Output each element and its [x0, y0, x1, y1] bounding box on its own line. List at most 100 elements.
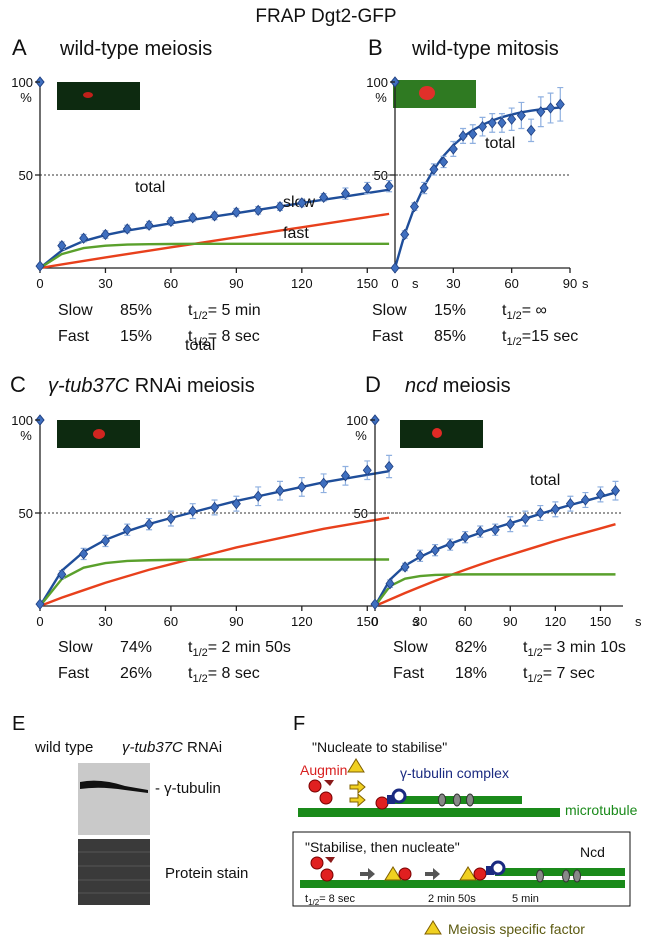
fit-line — [39, 516, 390, 608]
stain-label: Protein stain — [165, 865, 248, 882]
data-point — [362, 182, 372, 194]
series-label: total — [485, 135, 515, 152]
fit-line — [39, 212, 390, 270]
data-point — [166, 215, 176, 228]
data-point — [448, 143, 458, 155]
data-point — [319, 191, 329, 203]
stat-value: = 7 sec — [543, 665, 595, 682]
stat-percent: 85% — [434, 328, 466, 345]
lane-label-italic: γ-tub37C — [122, 739, 183, 756]
y-tick-label: 100 — [11, 75, 33, 90]
x-tick-label: 0 — [36, 614, 43, 629]
data-point — [100, 228, 110, 241]
data-point — [253, 204, 263, 216]
data-point — [487, 117, 497, 129]
stat-half-life: t1/2= 3 min 10s — [523, 639, 626, 659]
data-point — [340, 187, 350, 200]
x-tick-label: 90 — [503, 614, 517, 629]
data-point — [275, 200, 285, 213]
x-tick-label: 90 — [563, 276, 577, 291]
x-tick-label: 0 — [391, 276, 398, 291]
stat-value: = 8 sec — [208, 328, 260, 345]
stat-name: Fast — [58, 665, 90, 682]
data-point — [362, 464, 372, 476]
panel-letter: E — [12, 713, 25, 735]
y-tick-label: 50 — [19, 506, 33, 521]
data-point — [57, 240, 67, 252]
stat-percent: 82% — [455, 639, 487, 656]
y-tick-label: 50 — [374, 168, 388, 183]
x-tick-label: 90 — [229, 276, 243, 291]
data-point — [526, 124, 536, 137]
data-point — [475, 525, 485, 538]
augmin-label: Augmin — [300, 762, 347, 778]
insets — [57, 80, 483, 448]
series-label: total — [185, 337, 215, 354]
data-point — [535, 507, 545, 519]
x-tick-label: 120 — [291, 276, 313, 291]
t-symbol: t — [305, 893, 308, 905]
y-tick-label: 50 — [354, 506, 368, 521]
x-tick-label: 150 — [356, 276, 378, 291]
fit-line — [39, 558, 390, 607]
t-symbol: t — [502, 302, 507, 319]
data-point — [35, 598, 45, 610]
data-point — [253, 490, 263, 502]
panel-letter: A — [12, 35, 27, 60]
data-point — [429, 163, 439, 176]
factor-icon — [424, 920, 442, 935]
data-point — [275, 485, 285, 497]
t-subscript: 1/2 — [192, 673, 207, 685]
data-point — [546, 102, 556, 114]
y-tick-label: 100 — [366, 75, 388, 90]
data-point — [445, 538, 455, 551]
panel-letter: B — [368, 35, 383, 60]
y-axis-label: % — [20, 90, 32, 105]
y-tick-label: 50 — [19, 168, 33, 183]
fit-line — [393, 106, 561, 269]
lane-label: wild type — [34, 739, 93, 756]
complex-label: γ-tubulin complex — [400, 765, 509, 781]
stat-percent: 85% — [120, 302, 152, 319]
data-point — [595, 488, 605, 501]
factor-label: Meiosis specific factor — [448, 921, 585, 937]
data-point — [439, 156, 449, 168]
stat-name: Slow — [58, 639, 93, 656]
band-label: - γ-tubulin — [155, 780, 221, 797]
stat-value: = ∞ — [522, 302, 547, 319]
chart-title: wild-type meiosis — [59, 38, 212, 60]
x-tick-label: 60 — [164, 276, 178, 291]
data-point — [390, 262, 400, 274]
data-point — [400, 228, 410, 241]
stat-percent: 18% — [455, 665, 487, 682]
step-value: = 8 sec — [319, 893, 355, 905]
model-1-diagram — [298, 758, 560, 817]
step-label: 2 min 50s — [428, 893, 476, 905]
data-point — [507, 113, 517, 125]
stat-value: = 5 min — [208, 302, 261, 319]
stat-half-life: t1/2= 8 sec — [188, 665, 260, 685]
x-tick-label: 30 — [413, 614, 427, 629]
data-point — [297, 197, 307, 209]
t-subscript: 1/2 — [192, 647, 207, 659]
data-point — [79, 232, 89, 244]
x-tick-label: 150 — [590, 614, 612, 629]
t-subscript: 1/2 — [506, 310, 521, 322]
y-tick-label: 100 — [11, 413, 33, 428]
y-axis-label: % — [355, 428, 367, 443]
stat-value: = 2 min 50s — [208, 639, 291, 656]
stat-value: =15 sec — [522, 328, 578, 345]
title-part: wild-type meiosis — [59, 38, 212, 60]
t-subscript: 1/2 — [506, 336, 521, 348]
stat-name: Slow — [58, 302, 93, 319]
x-tick-label: 90 — [229, 614, 243, 629]
data-point — [297, 481, 307, 493]
fit-line — [374, 573, 616, 607]
data-point — [370, 598, 380, 610]
t-symbol: t — [502, 328, 507, 345]
stat-value: = 8 sec — [208, 665, 260, 682]
x-tick-label: 0 — [36, 276, 43, 291]
lane-label-rest: RNAi — [183, 739, 222, 756]
model-title: "Stabilise, then nucleate" — [305, 839, 460, 855]
